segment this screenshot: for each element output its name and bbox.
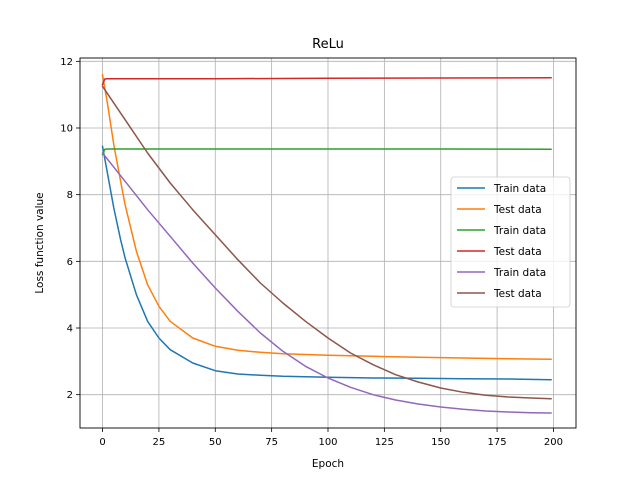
- y-tick-label: 10: [60, 124, 73, 135]
- y-tick-label: 4: [67, 324, 73, 335]
- series-line-3: [101, 148, 552, 156]
- x-tick-label: 75: [265, 437, 278, 448]
- legend-label: Test data: [493, 204, 542, 216]
- x-tick-label: 200: [544, 437, 563, 448]
- legend-label: Train data: [493, 183, 546, 195]
- series-line-4: [101, 76, 552, 86]
- series-lines: [101, 73, 552, 414]
- x-tick-label: 100: [318, 437, 337, 448]
- legend-label: Train data: [493, 267, 546, 279]
- x-tick-label: 175: [488, 437, 507, 448]
- x-tick-label: 25: [153, 437, 166, 448]
- series-line-1: [101, 145, 552, 381]
- x-tick-label: 150: [431, 437, 450, 448]
- y-tick-label: 8: [67, 190, 73, 201]
- series-line-6: [101, 85, 552, 400]
- series-line-2: [101, 73, 552, 361]
- chart-title: ReLu: [312, 37, 344, 52]
- legend-label: Test data: [493, 246, 542, 258]
- legend: Train data Test data Train data Test data Tr…: [450, 176, 571, 308]
- y-tick-label: 12: [60, 57, 73, 68]
- y-axis-label: Loss function value: [34, 192, 46, 293]
- x-tick-label: 0: [99, 437, 105, 448]
- x-axis-label: Epoch: [312, 458, 344, 470]
- x-tick-label: 125: [375, 437, 394, 448]
- axis-ticks: 0 25 50 75 100 125 150 175 200 2 4 6 8 10 12: [60, 57, 563, 448]
- legend-label: Test data: [493, 288, 542, 300]
- y-tick-label: 6: [67, 257, 73, 268]
- x-tick-label: 50: [209, 437, 222, 448]
- grid: [80, 58, 576, 428]
- y-tick-label: 2: [67, 390, 73, 401]
- legend-label: Train data: [493, 225, 546, 237]
- series-line-5: [101, 152, 552, 414]
